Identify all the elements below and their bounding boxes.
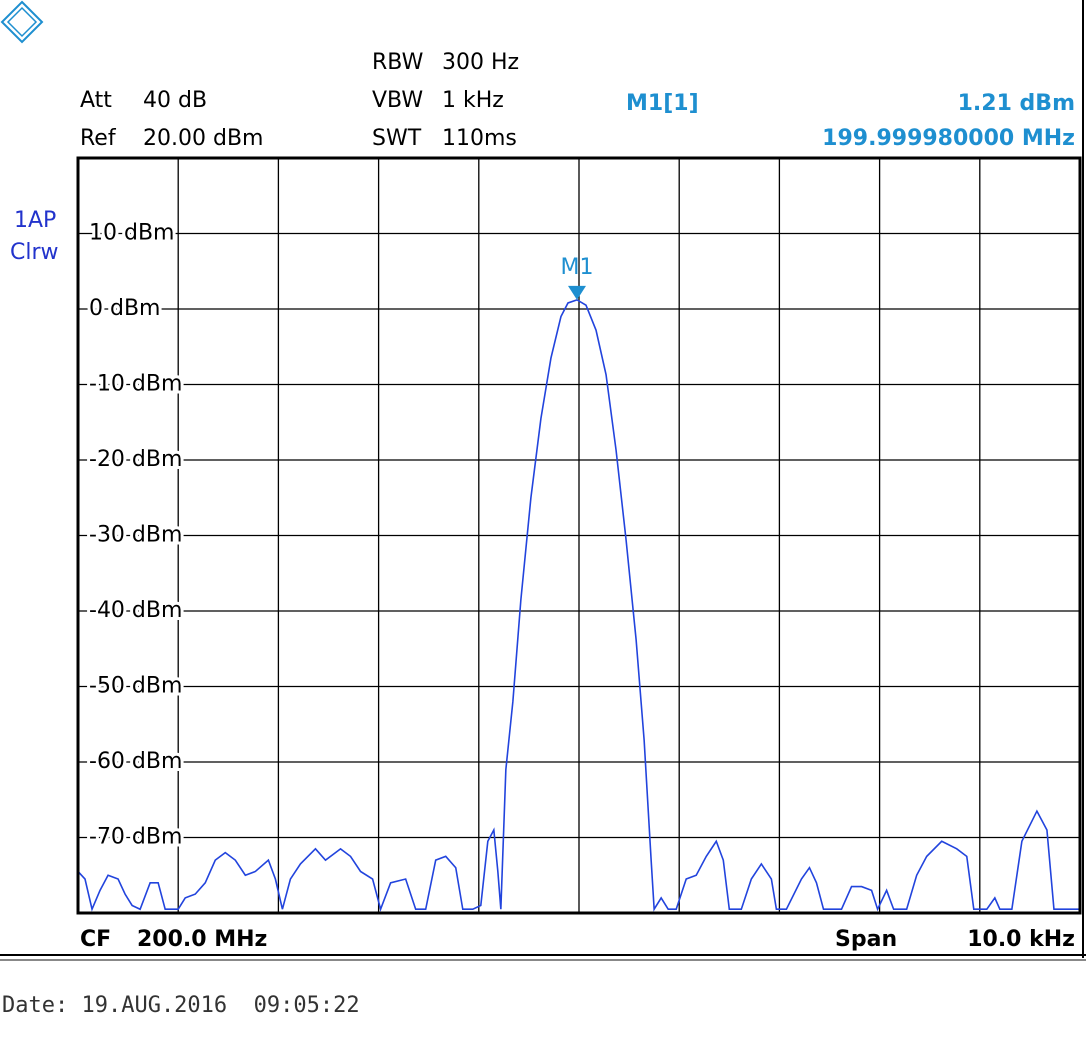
span-label: Span [835,927,897,952]
y-tick-label: -70 dBm [89,825,182,850]
cf-label: CF [80,927,111,952]
trace-label: Clrw [10,240,59,265]
swt-label: SWT [372,126,422,151]
rbw-label: RBW [372,50,424,75]
y-tick-label: -40 dBm [89,598,182,623]
y-tick-label: -50 dBm [89,674,182,699]
logo [0,0,44,44]
vbw-label: VBW [372,88,423,113]
y-tick-label: 10 dBm [89,221,174,246]
rbw-value: 300 Hz [442,50,519,75]
span-value: 10.0 kHz [967,927,1075,952]
date: Date: 19.AUG.2016 09:05:22 [2,993,360,1018]
trace-label: 1AP [14,208,56,233]
marker [567,285,586,300]
marker-name: M1 [561,255,594,280]
y-tick-label: -20 dBm [89,447,182,472]
marker-frequency: 199.999980000 MHz [822,126,1075,151]
marker-label: M1[1] [626,91,699,116]
plot-frame [76,156,1082,915]
ref-label: Ref [80,126,117,151]
y-tick-label: -60 dBm [89,749,182,774]
trace [77,298,1080,912]
vbw-value: 1 kHz [442,88,504,113]
cf-value: 200.0 MHz [137,927,267,952]
marker-value: 1.21 dBm [958,91,1075,116]
y-tick-label: -30 dBm [89,523,182,548]
att-value: 40 dB [143,88,207,113]
ref-value: 20.00 dBm [143,126,263,151]
att-label: Att [80,88,112,113]
y-tick-label: -10 dBm [89,372,182,397]
y-tick-label: 0 dBm [89,296,160,321]
plot: 10 dBm 0 dBm -10 dBm -20 dBm -30 dBm -40 dBm -… [76,156,1082,915]
swt-value: 110ms [442,126,517,151]
